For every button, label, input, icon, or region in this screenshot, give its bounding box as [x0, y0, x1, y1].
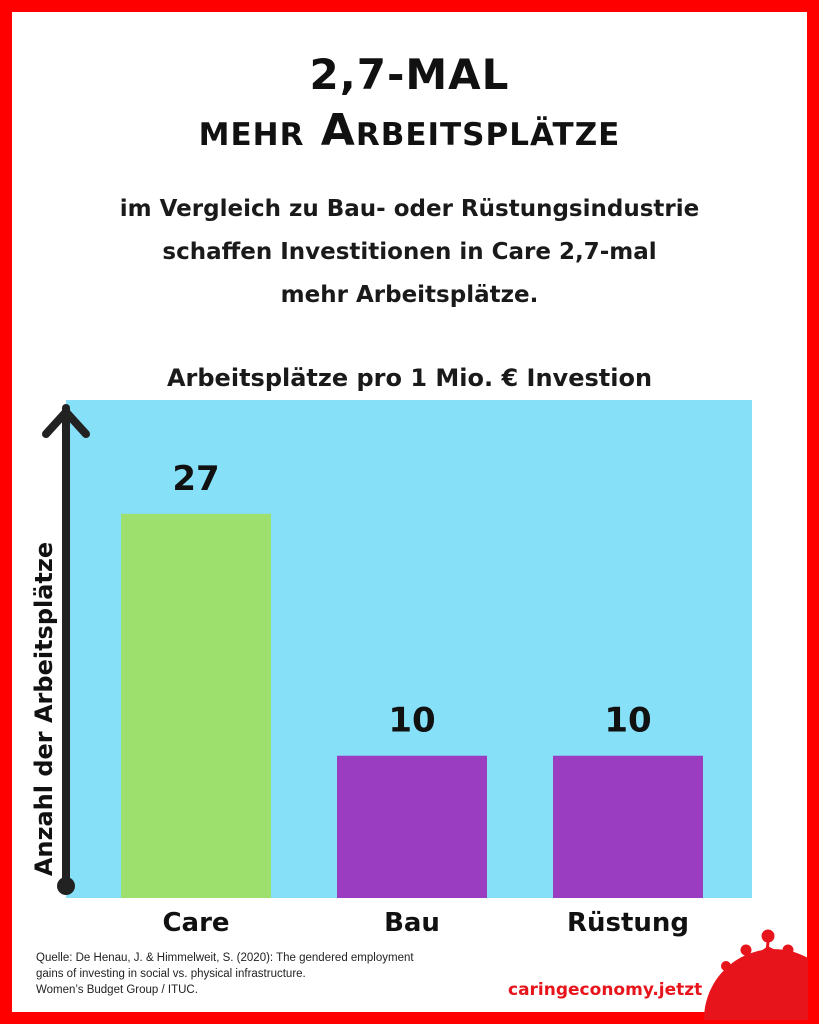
bars-group: 27 Care 10 Bau 10 Rüstung	[121, 459, 703, 938]
bar-bau	[337, 755, 487, 898]
chart-title: Arbeitsplätze pro 1 Mio. € Investion	[166, 364, 653, 392]
bar-chart: 27 Care 10 Bau 10 Rüstung	[42, 400, 752, 938]
source-line3: Women’s Budget Group / ITUC.	[36, 984, 198, 996]
data-label-rüstung: 10	[604, 701, 651, 741]
x-tick-label-bau: Bau	[384, 908, 440, 938]
people-logo-icon	[704, 929, 808, 1020]
source-line2: gains of investing in social vs. physica…	[36, 968, 306, 980]
subtitle-line1: im Vergleich zu Bau- oder Rüstungsindust…	[119, 196, 700, 222]
bar-care	[121, 513, 271, 898]
brand-link[interactable]: caringeconomy.jetzt	[508, 980, 703, 1000]
data-label-care: 27	[172, 459, 219, 499]
y-axis-arrow-icon	[42, 404, 90, 895]
data-label-bau: 10	[388, 701, 435, 741]
x-tick-label-care: Care	[162, 908, 229, 938]
source-note: Quelle: De Henau, J. & Himmelweit, S. (2…	[36, 950, 476, 998]
page-title-line2: mehr Arbeitsplätze	[198, 105, 621, 156]
source-line1: Quelle: De Henau, J. & Himmelweit, S. (2…	[36, 952, 414, 964]
subtitle-line2: schaffen Investitionen in Care 2,7-mal	[162, 239, 657, 265]
y-axis-label: Anzahl der Arbeitsplätze	[30, 541, 58, 877]
page-title-line1: 2,7-MAL	[309, 50, 510, 99]
bar-rüstung	[553, 755, 703, 898]
subtitle-line3: mehr Arbeitsplätze.	[280, 282, 539, 308]
x-tick-label-rüstung: Rüstung	[567, 908, 689, 938]
